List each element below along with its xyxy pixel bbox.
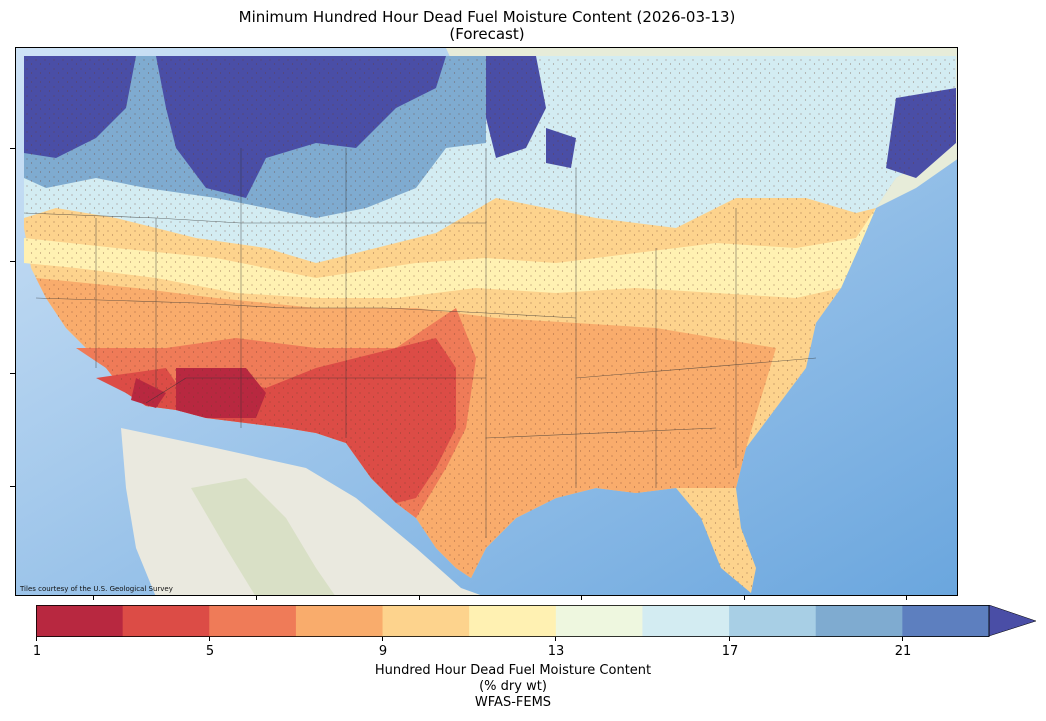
colorbar-outline [36, 605, 990, 637]
colorbar-tick-label: 9 [378, 644, 388, 659]
y-axis-tick [10, 148, 15, 149]
colorbar-bin [815, 605, 903, 637]
colorbar-bin [209, 605, 297, 637]
tile-credit: Tiles courtesy of the U.S. Geological Su… [20, 585, 173, 593]
station-markers [24, 56, 956, 593]
x-axis-tick [581, 596, 582, 600]
colorbar-bin [36, 605, 124, 637]
y-axis-tick [10, 373, 15, 374]
x-axis-tick [744, 596, 745, 600]
colorbar-tick [209, 637, 210, 641]
colorbar-tick-label: 17 [721, 644, 739, 659]
colorbar-tick-label: 1 [32, 644, 42, 659]
colorbar-bin [382, 605, 470, 637]
x-axis-tick [256, 596, 257, 600]
colorbar-bin [122, 605, 210, 637]
map-title: Minimum Hundred Hour Dead Fuel Moisture … [238, 8, 736, 26]
x-axis-tick [93, 596, 94, 600]
colorbar-tick [555, 637, 556, 641]
colorbar-bin [295, 605, 384, 637]
colorbar-bin [642, 605, 730, 637]
colorbar-title: Hundred Hour Dead Fuel Moisture Content [374, 663, 652, 678]
colorbar-extend-arrow [988, 605, 1036, 637]
colorbar-tick [36, 637, 37, 641]
y-axis-tick [10, 486, 15, 487]
colorbar-bin [729, 605, 817, 637]
colorbar-bins [36, 605, 990, 637]
colorbar-source: WFAS-FEMS [474, 695, 552, 710]
x-axis-tick [419, 596, 420, 600]
colorbar-bin [555, 605, 644, 637]
y-axis-tick [10, 261, 15, 262]
colorbar-bin [469, 605, 557, 637]
colorbar-tick-label: 13 [547, 644, 565, 659]
colorbar-tick-label: 21 [894, 644, 912, 659]
moisture-map [16, 48, 957, 595]
colorbar-tick-label: 5 [205, 644, 215, 659]
mexico-highlands [191, 478, 335, 595]
state-borders [23, 148, 817, 538]
colorbar-units: (% dry wt) [479, 679, 547, 694]
colorbar-tick [382, 637, 383, 641]
colorbar[interactable] [36, 605, 1036, 637]
colorbar-tick [729, 637, 730, 641]
map-subtitle: (Forecast) [449, 25, 525, 43]
mexico-landmass [121, 428, 481, 595]
map-frame[interactable]: Tiles courtesy of the U.S. Geological Su… [15, 47, 958, 596]
colorbar-bin [902, 605, 990, 637]
x-axis-tick [906, 596, 907, 600]
colorbar-tick [902, 637, 903, 641]
